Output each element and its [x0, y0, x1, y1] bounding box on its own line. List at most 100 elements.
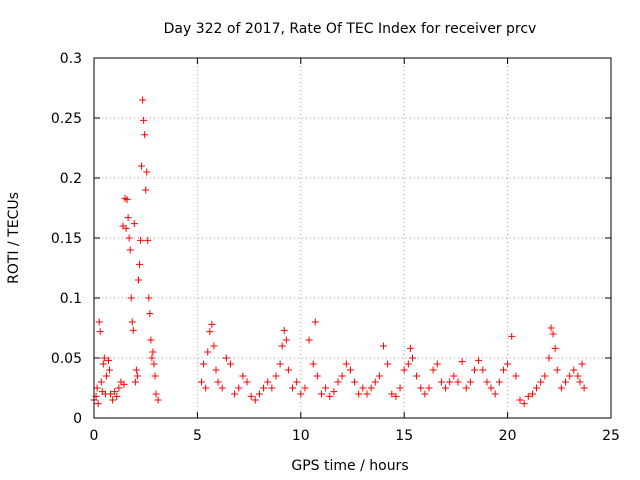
- data-point: [141, 131, 149, 139]
- data-point: [139, 96, 147, 104]
- data-point: [255, 390, 263, 398]
- data-point: [450, 372, 458, 380]
- data-point: [475, 356, 483, 364]
- data-point: [113, 392, 121, 400]
- data-point: [198, 378, 206, 386]
- data-point: [125, 234, 133, 242]
- y-tick-label: 0: [73, 411, 82, 427]
- data-point: [131, 378, 139, 386]
- data-point: [458, 358, 466, 366]
- data-point: [557, 384, 565, 392]
- data-point: [437, 378, 445, 386]
- data-point: [553, 366, 561, 374]
- data-point: [396, 384, 404, 392]
- data-point: [138, 162, 146, 170]
- x-tick-label: 20: [499, 428, 517, 444]
- data-point: [520, 400, 528, 408]
- data-point: [142, 186, 150, 194]
- data-point: [146, 310, 154, 318]
- data-point: [479, 366, 487, 374]
- data-point: [330, 388, 338, 396]
- data-point: [278, 342, 286, 350]
- y-tick-label: 0.25: [51, 111, 82, 127]
- data-point: [251, 396, 259, 404]
- data-point: [129, 326, 137, 334]
- x-tick-label: 15: [395, 428, 413, 444]
- grid-lines: [94, 58, 611, 418]
- data-point: [297, 390, 305, 398]
- data-point: [483, 378, 491, 386]
- data-point: [528, 390, 536, 398]
- y-axis: 0 0.05 0.1 0.15 0.2 0.25 0.3: [51, 51, 611, 427]
- data-point: [388, 390, 396, 398]
- data-point: [326, 392, 334, 400]
- data-point: [284, 366, 292, 374]
- data-point: [547, 324, 555, 332]
- data-point: [462, 384, 470, 392]
- data-point: [214, 378, 222, 386]
- data-point: [504, 360, 512, 368]
- data-point: [102, 372, 110, 380]
- data-point: [574, 372, 582, 380]
- data-point: [149, 348, 157, 356]
- data-point: [367, 384, 375, 392]
- data-point: [282, 336, 290, 344]
- data-point: [115, 384, 123, 392]
- data-point: [342, 360, 350, 368]
- data-point: [226, 360, 234, 368]
- data-point: [210, 342, 218, 350]
- data-point: [280, 326, 288, 334]
- data-point: [150, 360, 158, 368]
- data-point: [148, 354, 156, 362]
- data-point: [549, 330, 557, 338]
- data-point: [562, 378, 570, 386]
- data-point: [471, 366, 479, 374]
- data-point: [100, 354, 108, 362]
- data-point: [495, 378, 503, 386]
- data-point: [243, 378, 251, 386]
- x-axis: 0 5 10 15 20 25: [90, 58, 620, 444]
- data-point: [537, 378, 545, 386]
- data-point: [152, 390, 160, 398]
- x-axis-label: GPS time / hours: [291, 458, 408, 474]
- data-point: [551, 344, 559, 352]
- data-point: [140, 116, 148, 124]
- data-point: [126, 246, 134, 254]
- data-point: [147, 336, 155, 344]
- data-point: [107, 390, 115, 398]
- data-point: [580, 384, 588, 392]
- data-point: [305, 336, 313, 344]
- data-point: [206, 328, 214, 336]
- data-point: [144, 236, 152, 244]
- data-point: [260, 384, 268, 392]
- data-point: [204, 348, 212, 356]
- data-point: [499, 366, 507, 374]
- data-point: [130, 220, 138, 228]
- data-point: [218, 384, 226, 392]
- data-point: [154, 396, 162, 404]
- data-point: [384, 360, 392, 368]
- data-point: [442, 384, 450, 392]
- data-point: [524, 392, 532, 400]
- x-tick-label: 5: [193, 428, 202, 444]
- chart-title: Day 322 of 2017, Rate Of TEC Index for r…: [164, 21, 537, 37]
- data-point: [516, 396, 524, 404]
- x-tick-label: 25: [602, 428, 620, 444]
- data-point: [137, 236, 145, 244]
- data-point: [133, 372, 141, 380]
- data-point: [541, 372, 549, 380]
- data-point: [566, 372, 574, 380]
- data-point: [371, 378, 379, 386]
- data-point: [545, 354, 553, 362]
- data-point: [293, 378, 301, 386]
- data-point: [132, 366, 140, 374]
- data-point: [276, 360, 284, 368]
- data-point: [576, 378, 584, 386]
- data-point: [334, 378, 342, 386]
- data-point: [309, 360, 317, 368]
- data-point: [400, 366, 408, 374]
- data-point: [408, 354, 416, 362]
- data-point: [417, 384, 425, 392]
- y-tick-label: 0.05: [51, 351, 82, 367]
